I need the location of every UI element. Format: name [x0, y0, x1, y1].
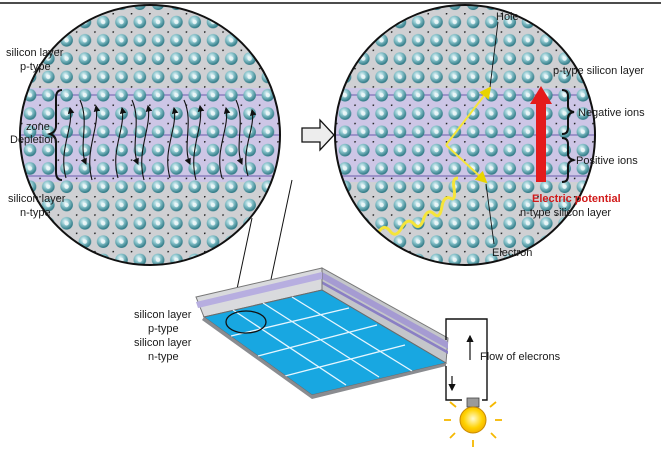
left-magnified-circle: [20, 5, 280, 265]
label-hole: Hole: [496, 11, 519, 23]
label-depletion-zone-1: zone: [26, 121, 50, 133]
carrier-arrows: [63, 99, 257, 181]
circuit-wire: [445, 318, 488, 401]
label-ptype-left-1: silicon layer: [6, 47, 64, 59]
hole-path: [445, 86, 492, 146]
depletion-bracket: [46, 89, 63, 181]
label-panel-ptype-2: p-type: [148, 323, 179, 335]
label-electric-potential: Electric potential: [532, 193, 621, 205]
label-positive-ions: Positive ions: [576, 155, 638, 167]
left-circle-outline: [19, 4, 281, 266]
label-negative-ions: Negative ions: [578, 107, 645, 119]
positive-ions-bracket: [561, 137, 575, 183]
label-flow-of-electrons: Flow of elecrons: [480, 351, 561, 363]
label-ptype-right: p-type silicon layer: [553, 65, 644, 77]
right-circle-outline: [334, 4, 596, 266]
label-ptype-left-2: p-type: [20, 61, 51, 73]
electric-potential-arrow: [530, 86, 552, 182]
electron-path: [445, 144, 488, 184]
hole-pointer: [489, 21, 499, 88]
negative-ions-bracket: [561, 89, 575, 135]
label-panel-ntype-2: n-type: [148, 351, 179, 363]
label-ntype-left-1: silicon layer: [8, 193, 66, 205]
solar-panel: [195, 267, 449, 399]
photon-wave: [376, 176, 459, 236]
right-magnified-circle: [335, 5, 595, 265]
label-ntype-left-2: n-type: [20, 207, 51, 219]
label-panel-ptype-1: silicon layer: [134, 309, 192, 321]
label-panel-ntype-1: silicon layer: [134, 337, 192, 349]
label-electron: Electron: [492, 247, 532, 259]
right-arrow-icon: [301, 118, 335, 152]
light-bulb-icon: [444, 397, 502, 447]
label-depletion-zone-2: Depletion: [10, 134, 56, 146]
label-ntype-right: n-type silicon layer: [520, 207, 611, 219]
zoom-ellipse: [225, 310, 267, 334]
electron-pointer: [485, 183, 495, 245]
